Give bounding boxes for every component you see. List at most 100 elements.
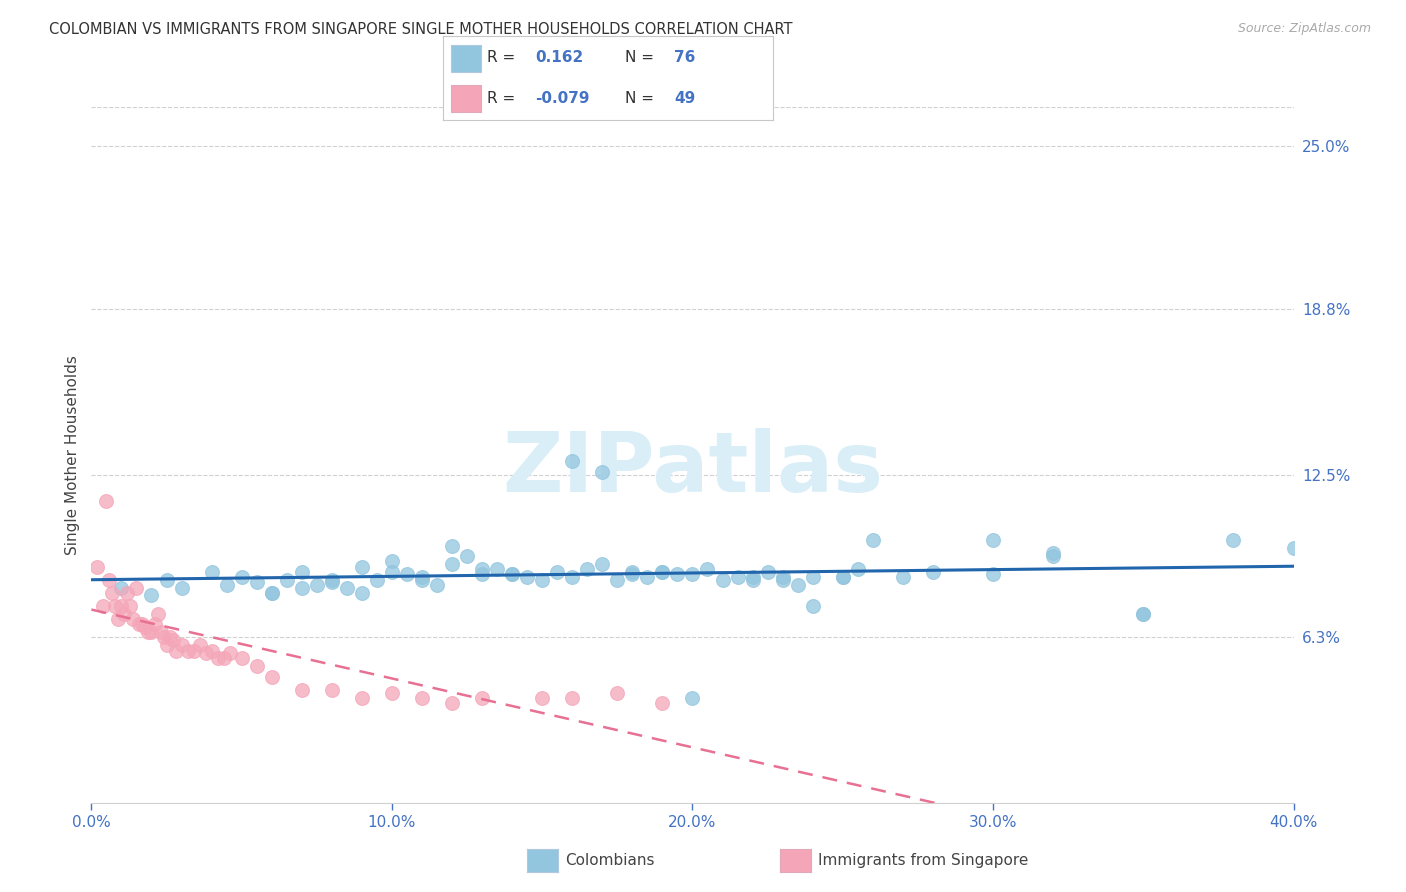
Point: [291, 565, 314, 579]
Point: [350, 690, 373, 705]
Point: [231, 570, 253, 584]
Point: [411, 573, 433, 587]
Point: [1132, 607, 1154, 621]
Point: [1282, 541, 1305, 555]
Point: [141, 625, 163, 640]
Text: 76: 76: [675, 50, 696, 65]
Point: [152, 631, 174, 645]
Text: COLOMBIAN VS IMMIGRANTS FROM SINGAPORE SINGLE MOTHER HOUSEHOLDS CORRELATION CHAR: COLOMBIAN VS IMMIGRANTS FROM SINGAPORE S…: [49, 22, 793, 37]
Point: [891, 570, 914, 584]
Point: [801, 570, 824, 584]
Point: [201, 565, 224, 579]
FancyBboxPatch shape: [451, 85, 481, 112]
Point: [104, 599, 127, 613]
Point: [711, 573, 734, 587]
Point: [291, 682, 314, 697]
Point: [471, 562, 494, 576]
Point: [183, 643, 205, 657]
Point: [831, 570, 853, 584]
Point: [231, 651, 253, 665]
Point: [305, 578, 328, 592]
Point: [516, 570, 538, 584]
Point: [215, 578, 238, 592]
Point: [207, 651, 229, 665]
Point: [381, 554, 404, 568]
Point: [546, 565, 568, 579]
Point: [291, 581, 314, 595]
Point: [786, 578, 808, 592]
Point: [194, 646, 217, 660]
Point: [218, 646, 240, 660]
Point: [336, 581, 359, 595]
Point: [440, 539, 463, 553]
Point: [141, 588, 163, 602]
Point: [1042, 546, 1064, 560]
Point: [381, 685, 404, 699]
Point: [170, 581, 193, 595]
Point: [122, 612, 145, 626]
Point: [426, 578, 449, 592]
Point: [561, 454, 583, 468]
Point: [531, 690, 554, 705]
Point: [591, 465, 613, 479]
Point: [260, 670, 283, 684]
Point: [696, 562, 718, 576]
Point: [131, 617, 153, 632]
Point: [741, 570, 763, 584]
Point: [471, 567, 494, 582]
Text: N =: N =: [624, 91, 654, 106]
Point: [125, 581, 148, 595]
Point: [134, 620, 156, 634]
Point: [201, 643, 224, 657]
Text: 0.162: 0.162: [536, 50, 583, 65]
Point: [440, 557, 463, 571]
Point: [350, 586, 373, 600]
Text: Immigrants from Singapore: Immigrants from Singapore: [818, 854, 1029, 868]
Point: [1132, 607, 1154, 621]
Point: [107, 612, 129, 626]
Point: [114, 607, 136, 621]
Point: [666, 567, 689, 582]
Point: [1042, 549, 1064, 563]
Point: [350, 559, 373, 574]
Point: [772, 570, 794, 584]
Point: [606, 685, 628, 699]
Point: [591, 557, 613, 571]
Point: [651, 565, 673, 579]
Text: ZIPatlas: ZIPatlas: [502, 428, 883, 509]
Point: [155, 638, 177, 652]
Point: [862, 533, 884, 548]
Point: [212, 651, 235, 665]
Point: [138, 625, 160, 640]
Point: [366, 573, 388, 587]
Point: [561, 690, 583, 705]
Point: [159, 631, 181, 645]
Point: [411, 570, 433, 584]
Point: [531, 573, 554, 587]
Point: [621, 567, 644, 582]
Point: [501, 567, 523, 582]
Point: [486, 562, 509, 576]
Point: [276, 573, 298, 587]
Point: [395, 567, 418, 582]
Point: [260, 586, 283, 600]
Point: [1222, 533, 1244, 548]
Point: [981, 567, 1004, 582]
Point: [651, 565, 673, 579]
Point: [681, 690, 703, 705]
Point: [321, 573, 343, 587]
Point: [260, 586, 283, 600]
Point: [576, 562, 599, 576]
Point: [756, 565, 779, 579]
Point: [801, 599, 824, 613]
Point: [155, 573, 177, 587]
Point: [246, 575, 269, 590]
Point: [681, 567, 703, 582]
Point: [440, 696, 463, 710]
Point: [381, 565, 404, 579]
Point: [727, 570, 749, 584]
Point: [651, 696, 673, 710]
Point: [86, 559, 108, 574]
Point: [501, 567, 523, 582]
Point: [741, 573, 763, 587]
